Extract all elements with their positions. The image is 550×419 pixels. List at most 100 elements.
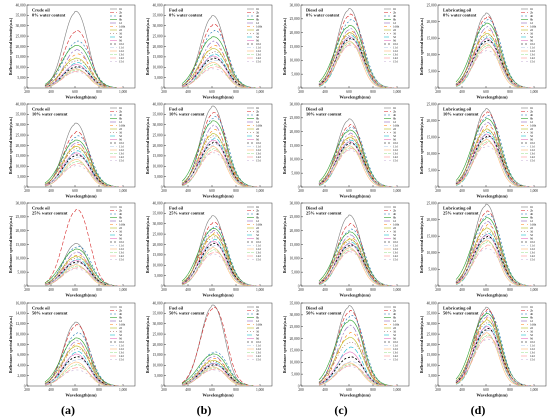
legend-entry: 15d xyxy=(119,60,124,64)
legend-entry: 8h xyxy=(119,117,123,121)
legend-entry: 14d xyxy=(119,56,124,60)
series-line-15d xyxy=(318,366,398,386)
x-tick-label: 1,000 xyxy=(393,388,401,393)
y-tick-label: 15,000 xyxy=(427,235,437,240)
series-group xyxy=(318,305,398,386)
y-tick-label: 15,000 xyxy=(427,136,437,141)
series-line-15d xyxy=(318,149,398,187)
legend-entry: 10d xyxy=(530,42,535,46)
legend-entry: 5d xyxy=(530,333,534,337)
legend-entry: 12d xyxy=(530,347,535,351)
legend-entry: 2h xyxy=(530,110,534,114)
legend-entry: 9d xyxy=(119,39,123,43)
legend-entry: 1d6h xyxy=(393,223,400,227)
series-line-3d xyxy=(318,138,398,187)
y-tick-label: 20,000 xyxy=(153,45,163,50)
x-tick-label: 800 xyxy=(96,90,102,94)
series-line-14d xyxy=(181,150,261,187)
legend-entry: 1h xyxy=(256,7,260,11)
series-line-4h xyxy=(181,351,261,386)
x-tick-label: 1,000 xyxy=(393,288,401,293)
series-line-4h xyxy=(44,40,124,88)
y-tick-label: 20,000 xyxy=(16,229,26,234)
chart-panel: 0 5,000 10,000 15,000 20,000 25,000 200 400 600 8… xyxy=(420,201,547,298)
legend-entry: 1d xyxy=(393,120,397,124)
x-tick-label: 200 xyxy=(161,189,167,193)
series-line-4h xyxy=(318,228,398,286)
series-line-12d xyxy=(181,62,261,88)
x-tick-label: 400 xyxy=(185,90,191,94)
y-tick-label: 35,000 xyxy=(16,14,26,19)
series-line-1h xyxy=(318,8,397,88)
series-line-4h xyxy=(318,19,398,88)
series-line-14d xyxy=(181,251,261,286)
legend-entry: 11d xyxy=(119,46,124,50)
series-line-14d xyxy=(455,142,535,187)
y-tick-label: 25,000 xyxy=(427,102,437,107)
x-axis-label: Wavelength(nm) xyxy=(202,194,234,199)
legend-entry: 14d xyxy=(256,254,261,258)
series-line-2h xyxy=(318,124,398,187)
legend-entry: 1d xyxy=(119,319,123,323)
legend-entry: 5d xyxy=(119,233,123,237)
series-line-4h xyxy=(318,126,398,187)
y-tick-label: 25,000 xyxy=(290,17,300,22)
legend-entry: 1h xyxy=(256,106,260,110)
legend-entry: 9d xyxy=(393,237,397,241)
y-tick-label: 5,000 xyxy=(154,76,162,81)
y-axis-label: Reflectance spectral intensity(a.u.) xyxy=(9,215,13,273)
legend-entry: 2h xyxy=(256,11,260,15)
y-tick-label: 0 xyxy=(24,86,26,90)
legend-entry: 5d xyxy=(119,333,123,337)
legend-entry: 2d xyxy=(119,28,123,32)
x-tick-label: 1,000 xyxy=(119,189,127,194)
legend-entry: 4h xyxy=(256,113,260,117)
y-tick-label: 5,000 xyxy=(291,171,299,176)
legend-entry: 14d xyxy=(530,354,535,358)
y-tick-label: 20,000 xyxy=(290,229,300,234)
panel-title: Fuel oil xyxy=(169,8,184,13)
panel-title: Fuel oil xyxy=(169,107,184,112)
legend-entry: 2d xyxy=(256,226,260,230)
series-line-10d xyxy=(181,242,261,286)
legend-entry: 1d6h xyxy=(119,223,126,227)
series-group xyxy=(455,203,535,286)
y-tick-label: 35,000 xyxy=(427,312,437,317)
series-line-11d xyxy=(318,361,398,386)
y-tick-label: 5,000 xyxy=(428,70,436,75)
legend-entry: 13d xyxy=(256,351,261,355)
legend-entry: 1d xyxy=(256,219,260,223)
plot-frame xyxy=(300,302,410,387)
y-tick-label: 0 xyxy=(24,185,26,189)
series-line-1d xyxy=(455,26,534,88)
legend-entry: 2d xyxy=(119,326,123,330)
y-tick-label: 40,000 xyxy=(16,3,26,8)
legend-entry: 1d6h xyxy=(530,223,537,227)
series-line-10d xyxy=(455,327,535,386)
x-tick-label: 600 xyxy=(72,189,78,193)
y-tick-label: 10,000 xyxy=(290,158,300,163)
x-tick-label: 600 xyxy=(483,288,489,292)
legend-entry: 12d xyxy=(393,49,398,53)
legend-entry: 8h xyxy=(256,216,260,220)
x-tick-label: 1,000 xyxy=(256,90,264,95)
series-line-15d xyxy=(318,44,398,88)
series-line-15d xyxy=(318,251,398,286)
legend-entry: 9d xyxy=(393,39,397,43)
y-tick-label: 40,000 xyxy=(153,102,163,107)
legend-entry: 2d xyxy=(393,127,397,131)
chart-panel: 0 5,000 10,000 15,000 20,000 25,000 30,000 35,0… xyxy=(420,301,547,398)
legend-entry: 2h xyxy=(119,11,123,15)
series-line-2h xyxy=(455,308,535,386)
legend-entry: 13d xyxy=(393,251,398,255)
y-tick-label: 0 xyxy=(298,284,300,288)
legend-entry: 12d xyxy=(393,347,398,351)
x-axis-label: Wavelength(nm) xyxy=(476,95,508,100)
series-line-10d xyxy=(181,364,261,386)
panel-title: Diesel oil xyxy=(306,8,324,13)
series-line-14d xyxy=(181,66,261,88)
x-tick-label: 800 xyxy=(507,189,513,193)
x-tick-label: 400 xyxy=(459,189,465,193)
panel-subtitle: 25% water content xyxy=(169,211,205,216)
x-tick-label: 400 xyxy=(185,288,191,292)
